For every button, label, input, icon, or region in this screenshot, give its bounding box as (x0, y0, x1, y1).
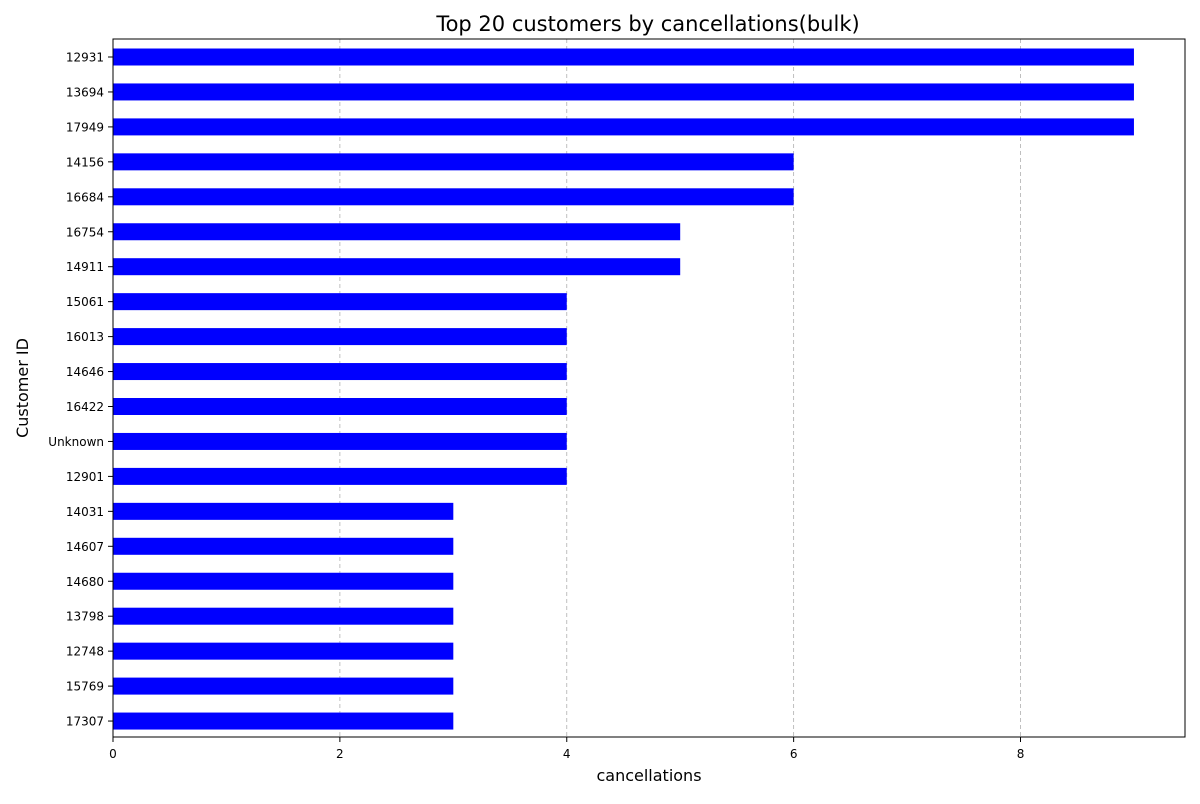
y-tick-label: 17307 (66, 715, 104, 729)
y-tick-label: 14156 (66, 155, 104, 169)
x-tick-label: 6 (790, 747, 798, 761)
x-axis-label: cancellations (596, 766, 701, 785)
bar (113, 398, 567, 415)
y-tick-label: 14680 (66, 575, 104, 589)
chart-title: Top 20 customers by cancellations(bulk) (435, 12, 859, 36)
bar (113, 432, 567, 450)
y-tick-label: 16013 (66, 330, 104, 344)
gridlines (339, 39, 1021, 737)
bar (113, 712, 454, 730)
plot-frame (112, 38, 1186, 738)
bar (113, 642, 454, 660)
bar (113, 677, 454, 695)
y-axis-label: Customer ID (13, 338, 32, 438)
y-tick-label: 14607 (66, 540, 104, 554)
bar (113, 223, 681, 241)
bar (113, 153, 794, 171)
bar (113, 83, 1134, 101)
y-tick-label: Unknown (48, 435, 104, 449)
bar (113, 363, 567, 381)
y-tick-label: 12931 (66, 51, 104, 65)
y-tick-label: 16422 (66, 400, 104, 414)
y-tick-label: 12748 (66, 645, 104, 659)
bar (113, 258, 681, 276)
bars (113, 48, 1134, 730)
bar (113, 118, 1134, 136)
x-tick-label: 4 (563, 747, 571, 761)
bar (113, 328, 567, 346)
x-axis-ticks: 0 2 4 6 8 (109, 737, 1024, 761)
bar (113, 572, 454, 590)
bar (113, 537, 454, 555)
x-tick-label: 2 (336, 747, 344, 761)
bar (113, 188, 794, 206)
y-tick-label: 13694 (66, 85, 104, 99)
y-tick-label: 14646 (66, 365, 104, 379)
y-tick-label: 12901 (66, 470, 104, 484)
y-tick-label: 14031 (66, 505, 104, 519)
y-tick-label: 13798 (66, 610, 104, 624)
y-tick-label: 17949 (66, 120, 104, 134)
bar (113, 467, 567, 485)
y-axis-ticks: 12931 13694 17949 14156 16684 16754 14911 15061… (48, 51, 113, 729)
y-tick-label: 15769 (66, 680, 104, 694)
y-tick-label: 14911 (66, 260, 104, 274)
bar (113, 48, 1134, 66)
bar (113, 293, 567, 311)
x-tick-label: 8 (1017, 747, 1025, 761)
y-tick-label: 16684 (66, 190, 104, 204)
bar (113, 502, 454, 520)
y-tick-label: 16754 (66, 225, 104, 239)
y-tick-label: 15061 (66, 295, 104, 309)
bar (113, 607, 454, 625)
x-tick-label: 0 (109, 747, 117, 761)
